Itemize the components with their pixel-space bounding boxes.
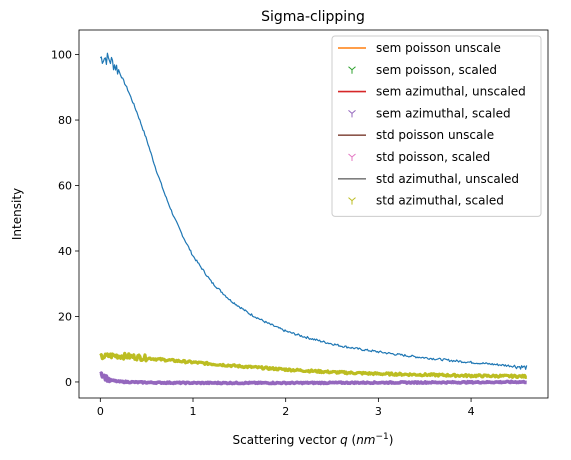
series-0-group [99,52,528,370]
x-tick-label: 3 [375,405,382,418]
legend-label: sem poisson, scaled [376,63,497,77]
series-1-group [99,351,528,380]
series-2-line [99,371,528,386]
x-tick-label: 0 [97,405,104,418]
legend-box [331,35,542,217]
x-tick-label: 4 [468,405,475,418]
legend: sem poisson unscale sem poisson, scaled se… [331,35,542,217]
legend-label: sem azimuthal, scaled [376,106,511,120]
axes-frame [78,29,549,399]
legend-entry: std azimuthal, scaled [348,194,504,208]
legend-marker-swatch [348,197,356,205]
legend-entry: sem poisson unscale [338,41,501,55]
legend-label: std poisson, scaled [376,150,490,164]
x-tick-label: 2 [282,405,289,418]
plot-area [99,52,528,386]
y-tick-label: 40 [58,245,72,258]
y-tick-label: 0 [65,376,72,389]
x-tick-label: 1 [190,405,197,418]
legend-label: std azimuthal, scaled [376,194,504,208]
legend-entry: std poisson unscale [338,128,494,142]
legend-label: sem azimuthal, unscaled [376,85,526,99]
legend-entry: sem azimuthal, unscaled [338,85,526,99]
legend-label: std azimuthal, unscaled [376,172,519,186]
y-axis-label: Intensity [10,188,24,240]
x-axis-label: Scattering vector q (nm−1) [233,432,394,447]
y-tick-label: 20 [58,310,72,323]
y-tick-label: 60 [58,180,72,193]
series-2-group [99,371,528,386]
legend-marker-swatch [348,153,356,161]
legend-marker-swatch [348,66,356,74]
series-1-line [99,351,528,380]
legend-label: std poisson unscale [376,128,494,142]
y-tick-label: 100 [51,49,72,62]
y-tick-label: 80 [58,114,72,127]
legend-entry: std poisson, scaled [348,150,490,164]
legend-marker-swatch [348,110,356,118]
series-0-line [99,52,528,370]
legend-label: sem poisson unscale [376,41,501,55]
chart-title: Sigma-clipping [261,9,365,25]
legend-entry: std azimuthal, unscaled [338,172,519,186]
legend-entry: sem poisson, scaled [348,63,497,77]
legend-entry: sem azimuthal, scaled [348,106,511,120]
